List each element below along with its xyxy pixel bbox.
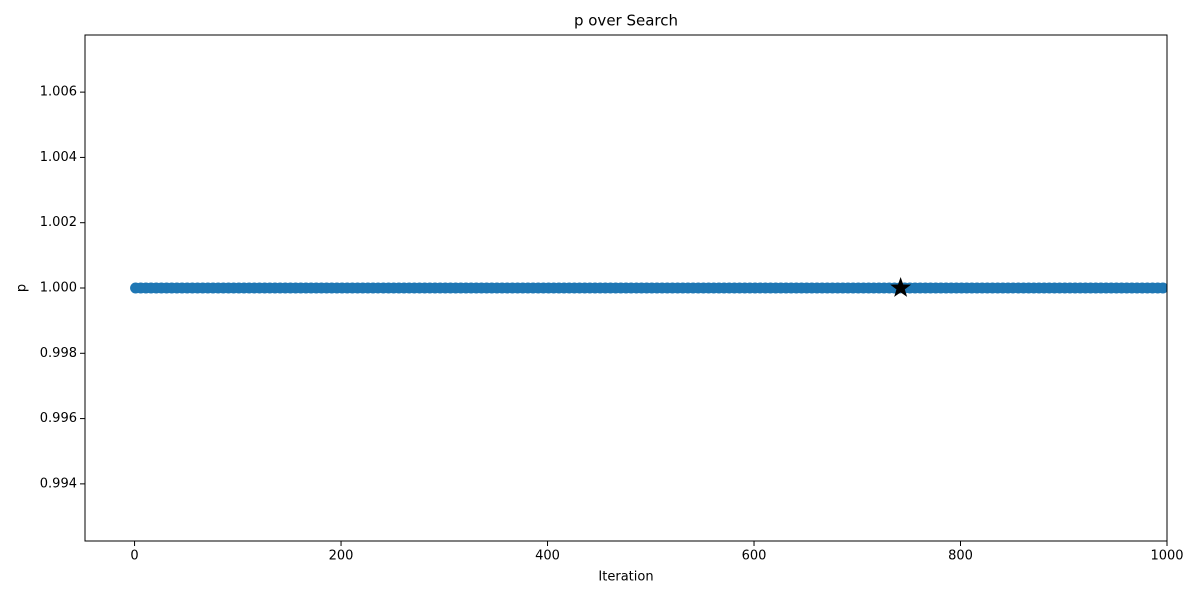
chart-title: p over Search — [574, 12, 678, 30]
point — [1157, 282, 1167, 294]
y-tick-label: 1.004 — [40, 150, 77, 165]
x-tick-label: 600 — [742, 549, 767, 564]
y-tick-label: 1.002 — [40, 215, 77, 230]
y-tick-label: 0.994 — [40, 476, 77, 491]
plot-area — [130, 277, 1167, 297]
x-tick-label: 400 — [535, 549, 560, 564]
x-tick-label: 200 — [329, 549, 354, 564]
y-tick-label: 1.000 — [40, 281, 77, 296]
y-tick-label: 0.996 — [40, 411, 77, 426]
y-axis-label: p — [15, 284, 30, 292]
x-tick-label: 1000 — [1150, 549, 1183, 564]
y-tick-label: 1.006 — [40, 85, 77, 100]
best-point — [890, 277, 912, 297]
x-tick-label: 800 — [948, 549, 973, 564]
y-tick-label: 0.998 — [40, 346, 77, 361]
x-tick-label: 0 — [130, 549, 138, 564]
x-axis-label: Iteration — [598, 570, 653, 585]
